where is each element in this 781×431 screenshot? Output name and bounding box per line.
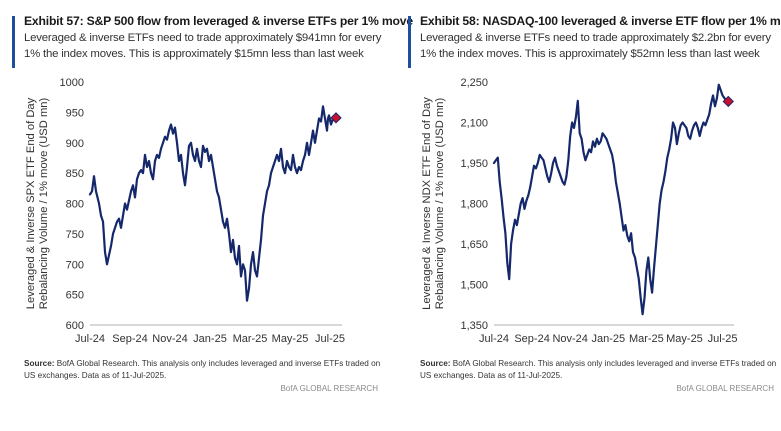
- x-tick-label: Mar-25: [233, 333, 268, 345]
- y-axis-title-line: Leveraged & Inverse NDX ETF End of Day: [421, 97, 433, 310]
- last-value-marker: [722, 95, 734, 108]
- y-tick-label: 1,500: [460, 280, 488, 292]
- exhibit-title: Exhibit 57: S&P 500 flow from leveraged …: [24, 14, 413, 28]
- y-axis-title-line: Leveraged & Inverse SPX ETF End of Day: [25, 97, 37, 309]
- exhibit-title: Exhibit 58: NASDAQ-100 leveraged & inver…: [420, 14, 781, 28]
- source-note: Source: BofA Global Research. This analy…: [420, 358, 781, 381]
- y-tick-label: 750: [66, 229, 84, 241]
- y-tick-label: 800: [66, 199, 84, 211]
- last-value-marker: [330, 112, 342, 124]
- y-tick-label: 2,100: [460, 118, 488, 130]
- y-tick-label: 900: [66, 138, 84, 150]
- brand-footer: BofA GLOBAL RESEARCH: [280, 384, 378, 393]
- x-tick-label: May-25: [666, 333, 703, 345]
- x-tick-label: Jan-25: [193, 333, 227, 345]
- x-tick-label: Jul-24: [75, 333, 105, 345]
- y-tick-label: 650: [66, 290, 84, 302]
- x-tick-label: Mar-25: [629, 333, 664, 345]
- y-tick-label: 1000: [60, 77, 84, 89]
- title-accent-bar: [12, 16, 15, 68]
- y-axis-title-line: Rebalancing Volume / 1% move (USD mn): [38, 98, 50, 310]
- source-text: BofA Global Research. This analysis only…: [420, 359, 777, 380]
- exhibit-58-panel: Exhibit 58: NASDAQ-100 leveraged & inver…: [408, 0, 781, 431]
- y-tick-label: 600: [66, 320, 84, 332]
- y-tick-label: 1,950: [460, 158, 488, 170]
- y-tick-label: 700: [66, 259, 84, 271]
- x-tick-label: Jan-25: [591, 333, 625, 345]
- brand-footer: BofA GLOBAL RESEARCH: [676, 384, 774, 393]
- exhibit-57-panel: Exhibit 57: S&P 500 flow from leveraged …: [12, 0, 413, 431]
- source-text: BofA Global Research. This analysis only…: [24, 359, 381, 380]
- y-tick-label: 1,800: [460, 199, 488, 211]
- x-tick-label: Sep-24: [112, 333, 147, 345]
- y-tick-label: 2,250: [460, 77, 488, 89]
- title-accent-bar: [408, 16, 411, 68]
- x-tick-label: Jul-25: [708, 333, 738, 345]
- x-tick-label: Jul-24: [479, 333, 509, 345]
- x-tick-label: Nov-24: [552, 333, 587, 345]
- series-line: [88, 105, 338, 302]
- y-tick-label: 1,650: [460, 239, 488, 251]
- x-tick-label: Sep-24: [514, 333, 549, 345]
- x-tick-label: May-25: [272, 333, 309, 345]
- y-tick-label: 950: [66, 107, 84, 119]
- spx-etf-flow-line-chart: Leveraged & Inverse SPX ETF End of Day Re…: [25, 77, 345, 345]
- ndx-etf-flow-line-chart: Leveraged & Inverse NDX ETF End of Day Re…: [421, 77, 738, 345]
- y-axis-title-line: Rebalancing Volume / 1% move (USD mn): [434, 98, 446, 310]
- source-label: Source:: [24, 359, 55, 368]
- series-line: [492, 83, 730, 316]
- y-tick-label: 1,350: [460, 320, 488, 332]
- y-tick-label: 850: [66, 168, 84, 180]
- x-tick-label: Jul-25: [315, 333, 345, 345]
- source-label: Source:: [420, 359, 451, 368]
- x-tick-label: Nov-24: [152, 333, 187, 345]
- exhibit-subtitle: Leveraged & inverse ETFs need to trade a…: [24, 32, 382, 60]
- source-note: Source: BofA Global Research. This analy…: [24, 358, 386, 381]
- exhibit-subtitle: Leveraged & inverse ETFs need to trade a…: [420, 32, 771, 60]
